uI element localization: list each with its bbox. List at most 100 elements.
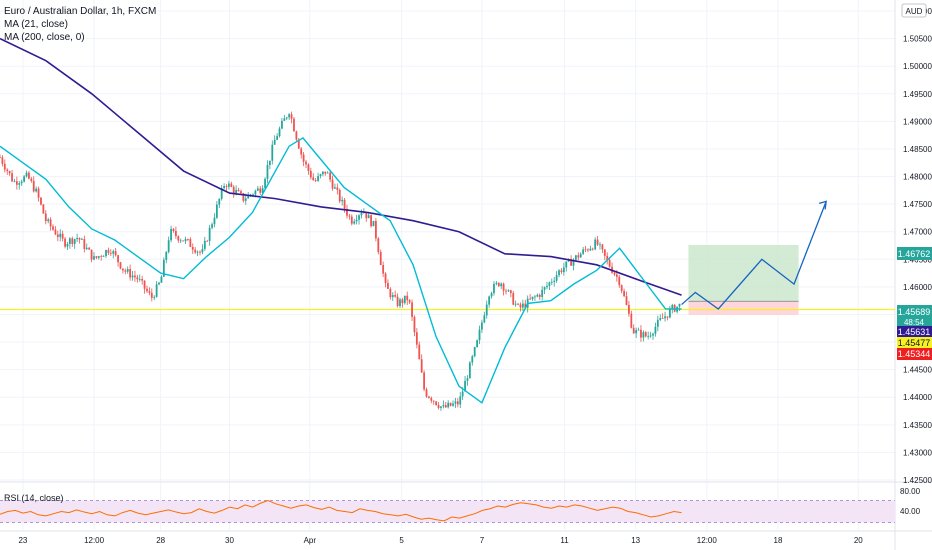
candle-body [343, 199, 346, 209]
candle-body [35, 188, 38, 192]
ma-badge: 1.45631 [898, 327, 931, 337]
x-tick-label: 7 [480, 536, 485, 545]
candle-body [71, 238, 74, 244]
candle-body [555, 275, 558, 281]
candle-body [177, 236, 180, 241]
candle-body [671, 304, 674, 310]
candle-body [514, 303, 517, 305]
entry-badge-bg [897, 337, 932, 349]
candle-body [599, 244, 601, 246]
candle-body [288, 114, 291, 118]
candle-body [500, 283, 503, 287]
candle-body [324, 171, 327, 174]
ma200-line [0, 37, 682, 296]
candle-body [519, 304, 522, 308]
candle-body [11, 173, 13, 182]
candle-body [220, 188, 223, 199]
candle-body [370, 215, 372, 227]
candle-body [355, 219, 358, 222]
candle-body [524, 303, 527, 308]
candle-body [170, 228, 172, 241]
y-tick-label: 1.48000 [903, 173, 932, 182]
candle-body [52, 226, 54, 230]
candle-body [562, 267, 565, 273]
candle-body [541, 289, 544, 297]
time-axis[interactable]: 23 12:00 28 30 Apr 5 7 11 13 12:00 18 20 [18, 536, 863, 545]
candle-body [331, 179, 334, 189]
candle-body [471, 356, 474, 363]
candle-body [379, 252, 382, 266]
candle-body [432, 400, 435, 402]
candle-body [107, 250, 110, 253]
candle-body [179, 240, 182, 242]
candle-body [136, 277, 139, 280]
candle-body [28, 172, 30, 179]
candle-body [237, 189, 240, 192]
candle-body [449, 402, 452, 406]
candle-body [365, 212, 368, 219]
x-tick-label: 28 [156, 536, 165, 545]
candle-body [305, 161, 307, 165]
candle-body [428, 396, 430, 398]
candle-body [666, 316, 669, 318]
candle-body [242, 193, 245, 201]
candle-body [278, 128, 281, 137]
candle-body [403, 295, 406, 304]
ma200-legend: MA (200, close, 0) [4, 32, 85, 43]
target-badge: 1.46762 [898, 249, 931, 259]
candle-body [488, 296, 491, 305]
candle-body [577, 255, 580, 258]
candle-body [312, 177, 315, 181]
rsi-tick-80: 80.00 [900, 487, 921, 496]
y-tick-label: 1.43000 [903, 448, 932, 457]
candle-body [570, 259, 572, 266]
y-tick-label: 1.47000 [903, 228, 932, 237]
ma-badge-bg [897, 326, 932, 338]
current-price-badge: 1.45689 [898, 307, 931, 317]
candle-body [502, 283, 505, 291]
candle-body [401, 299, 404, 304]
candle-body [372, 220, 375, 227]
candle-body [468, 362, 471, 379]
candle-body [235, 189, 238, 194]
candle-body [618, 276, 621, 286]
candle-body [160, 276, 163, 283]
candle-body [505, 290, 507, 292]
candle-body [25, 172, 28, 177]
candle-body [603, 249, 606, 256]
candle-body [295, 131, 298, 140]
candle-body [97, 256, 100, 258]
candle-body [211, 224, 213, 228]
candle-body [228, 183, 230, 187]
y-tick-label: 1.50500 [903, 35, 932, 44]
currency-badge[interactable]: AUD [906, 7, 923, 16]
candle-body [341, 199, 344, 202]
price-axis[interactable]: 1.510001.505001.500001.495001.490001.485… [903, 7, 932, 485]
chart-legend: Euro / Australian Dollar, 1h, FXCM MA (2… [4, 5, 156, 44]
candle-body [466, 378, 469, 381]
candle-body [606, 255, 609, 260]
candle-body [649, 335, 652, 337]
candle-body [442, 405, 445, 407]
candle-body [0, 157, 1, 159]
x-tick-label: 23 [18, 536, 27, 545]
candle-body [285, 117, 288, 119]
target-badge-bg [897, 247, 932, 260]
candle-body [81, 239, 83, 240]
candle-body [165, 251, 168, 260]
x-tick-label: Apr [304, 536, 317, 545]
candle-body [206, 240, 209, 242]
candle-body [582, 249, 585, 254]
candle-body [452, 403, 454, 406]
x-tick-label: 13 [631, 536, 640, 545]
candle-body [615, 274, 618, 277]
candle-body [3, 163, 6, 170]
candle-body [456, 401, 459, 405]
candle-body [589, 248, 592, 251]
candle-body [630, 313, 633, 328]
candle-body [121, 268, 124, 271]
candle-body [534, 296, 536, 298]
projection-path[interactable] [681, 200, 827, 310]
